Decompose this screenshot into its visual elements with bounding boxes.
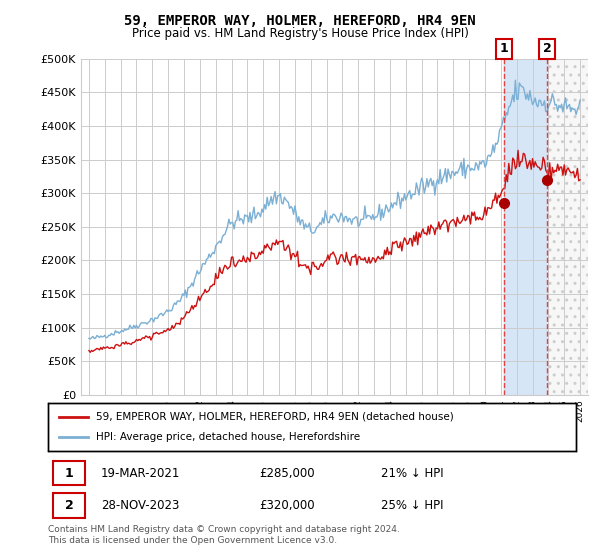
Text: 1: 1	[500, 43, 509, 55]
Text: 2: 2	[65, 499, 73, 512]
Text: 28-NOV-2023: 28-NOV-2023	[101, 499, 179, 512]
Text: 25% ↓ HPI: 25% ↓ HPI	[380, 499, 443, 512]
Bar	[547, 59, 588, 395]
Text: 2: 2	[543, 43, 551, 55]
Text: Contains HM Land Registry data © Crown copyright and database right 2024.
This d: Contains HM Land Registry data © Crown c…	[48, 525, 400, 545]
Text: £285,000: £285,000	[259, 466, 315, 480]
Text: 59, EMPEROR WAY, HOLMER, HEREFORD, HR4 9EN: 59, EMPEROR WAY, HOLMER, HEREFORD, HR4 9…	[124, 14, 476, 28]
Text: HPI: Average price, detached house, Herefordshire: HPI: Average price, detached house, Here…	[95, 432, 359, 442]
Bar	[504, 59, 547, 395]
Bar	[547, 59, 588, 395]
Text: £320,000: £320,000	[259, 499, 315, 512]
Text: 19-MAR-2021: 19-MAR-2021	[101, 466, 180, 480]
Text: 21% ↓ HPI: 21% ↓ HPI	[380, 466, 443, 480]
Text: 1: 1	[65, 466, 73, 480]
Text: 59, EMPEROR WAY, HOLMER, HEREFORD, HR4 9EN (detached house): 59, EMPEROR WAY, HOLMER, HEREFORD, HR4 9…	[95, 412, 453, 422]
FancyBboxPatch shape	[53, 493, 85, 517]
Text: Price paid vs. HM Land Registry's House Price Index (HPI): Price paid vs. HM Land Registry's House …	[131, 27, 469, 40]
FancyBboxPatch shape	[53, 461, 85, 486]
